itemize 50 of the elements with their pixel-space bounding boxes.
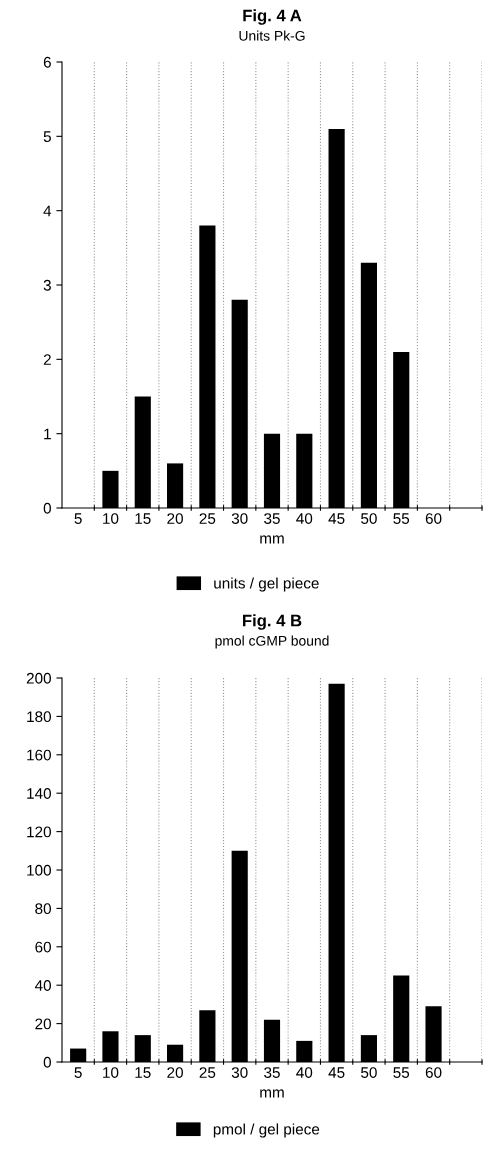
x-tick-label: 25 [199, 513, 216, 524]
x-tick-label: 5 [74, 1067, 82, 1078]
legend-label: units / gel piece [214, 577, 319, 592]
x-axis-title: mm [260, 535, 284, 544]
y-tick-label: 1 [44, 428, 51, 440]
y-tick-label: 2 [43, 354, 51, 365]
y-tick-label: 4 [43, 205, 52, 217]
y-tick-label: 120 [27, 826, 51, 838]
x-tick-label: 45 [328, 513, 345, 524]
legend-label: pmol / gel piece [213, 1123, 320, 1138]
x-tick-label: 5 [74, 513, 82, 524]
x-tick-label: 50 [361, 1067, 377, 1078]
chart-subtitle: pmol cGMP bound [215, 635, 329, 649]
x-tick-label: 45 [328, 1067, 345, 1078]
y-tick-label: 180 [27, 711, 51, 723]
x-tick-label: 20 [167, 1067, 183, 1078]
y-tick-label: 20 [35, 1018, 51, 1030]
x-tick-label: 50 [361, 513, 377, 524]
y-tick-label: 0 [43, 1056, 51, 1068]
x-tick-label: 60 [425, 513, 442, 524]
x-tick-label: 55 [393, 513, 410, 524]
y-tick-label: 6 [43, 56, 51, 68]
x-tick-label: 25 [199, 1067, 216, 1078]
x-tick-label: 35 [264, 513, 280, 524]
y-tick-label: 160 [27, 749, 51, 761]
chart-subtitle: Units Pk-G [239, 30, 305, 41]
x-tick-label: 60 [425, 1067, 442, 1078]
x-tick-label: 15 [135, 513, 151, 524]
x-tick-label: 30 [231, 1067, 248, 1078]
y-tick-label: 40 [34, 980, 51, 991]
x-tick-label: 20 [167, 513, 183, 524]
x-tick-label: 10 [103, 513, 119, 524]
y-tick-label: 80 [35, 903, 51, 915]
chart-title: Fig. 4 A [243, 9, 302, 25]
x-tick-label: 15 [135, 1067, 151, 1078]
x-tick-label: 10 [103, 1067, 119, 1078]
y-tick-label: 140 [27, 788, 51, 799]
y-tick-label: 0 [43, 502, 51, 514]
x-tick-label: 40 [296, 513, 313, 524]
x-tick-label: 55 [393, 1067, 410, 1078]
x-tick-label: 30 [231, 513, 248, 524]
y-tick-label: 200 [26, 672, 51, 684]
y-tick-label: 100 [27, 864, 51, 876]
y-tick-label: 60 [35, 941, 51, 953]
x-tick-label: 35 [264, 1067, 280, 1078]
y-tick-label: 3 [43, 279, 51, 291]
x-axis-title: mm [260, 1089, 284, 1098]
y-tick-label: 5 [43, 131, 51, 143]
x-tick-label: 40 [296, 1067, 313, 1078]
chart-title: Fig. 4 B [243, 614, 302, 630]
